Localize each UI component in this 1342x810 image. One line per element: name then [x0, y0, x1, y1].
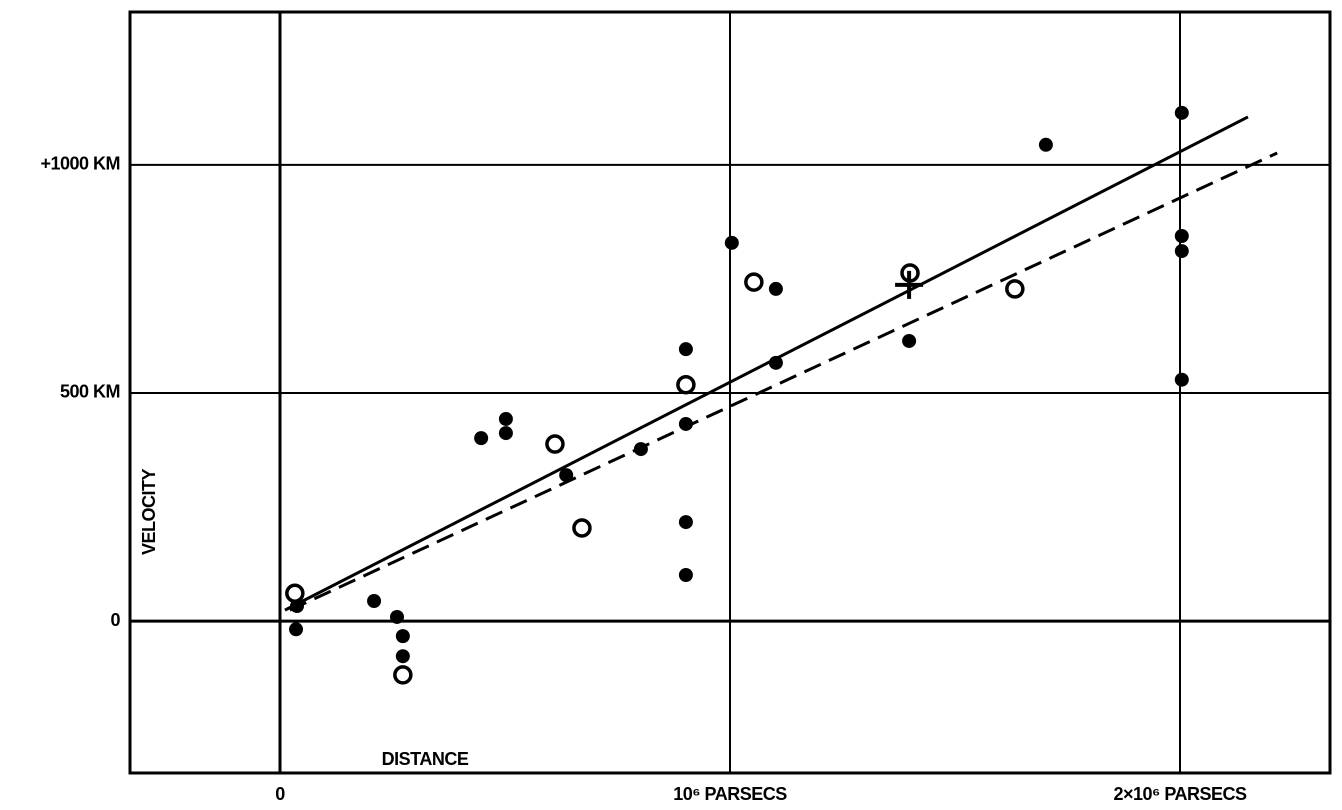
- open-point: [744, 272, 764, 292]
- y-tick-label: +1000 KM: [40, 154, 120, 174]
- filled-point: [633, 442, 648, 457]
- filled-point: [724, 235, 739, 250]
- open-point: [393, 665, 413, 685]
- x-tick-label: 0: [275, 784, 285, 804]
- fit-line: [284, 115, 1249, 612]
- filled-point: [1038, 137, 1053, 152]
- x-tick-label: 2×10⁶ PARSECS: [1113, 784, 1247, 804]
- filled-point: [367, 593, 382, 608]
- filled-point: [395, 649, 410, 664]
- filled-point: [678, 515, 693, 530]
- open-point: [545, 434, 565, 454]
- filled-point: [678, 416, 693, 431]
- filled-point: [678, 567, 693, 582]
- filled-point: [768, 355, 783, 370]
- filled-point: [289, 622, 304, 637]
- filled-point: [1174, 244, 1189, 259]
- filled-point: [395, 629, 410, 644]
- cross-point: [895, 270, 924, 299]
- open-point: [1005, 279, 1025, 299]
- filled-point: [768, 281, 783, 296]
- filled-point: [559, 468, 574, 483]
- filled-point: [902, 333, 917, 348]
- open-point: [572, 518, 592, 538]
- y-tick-label: 500 KM: [60, 382, 120, 402]
- filled-point: [498, 426, 513, 441]
- filled-point: [1174, 372, 1189, 387]
- filled-point: [474, 431, 489, 446]
- filled-point: [678, 342, 693, 357]
- x-tick-label: 10⁶ PARSECS: [673, 784, 787, 804]
- filled-point: [1174, 105, 1189, 120]
- open-point: [676, 374, 696, 395]
- y-tick-label: 0: [110, 610, 120, 630]
- filled-point: [498, 411, 513, 426]
- filled-point: [389, 609, 404, 624]
- open-point: [285, 583, 305, 603]
- fit-line: [289, 151, 1278, 612]
- filled-point: [1174, 229, 1189, 244]
- y-axis-label: VELOCITY: [139, 469, 159, 556]
- x-axis-label: DISTANCE: [382, 749, 469, 769]
